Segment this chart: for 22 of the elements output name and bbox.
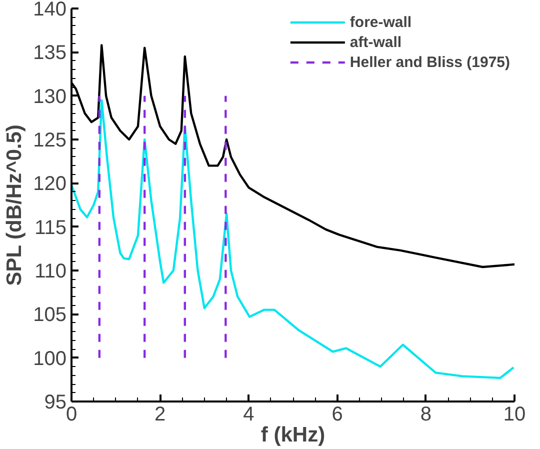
y-tick-label: 105 [33, 304, 67, 326]
legend-label: fore-wall [350, 14, 412, 30]
legend-label: aft-wall [350, 34, 402, 50]
y-tick-label: 100 [33, 348, 67, 370]
x-tick-label: 6 [332, 404, 343, 426]
legend-label: Heller and Bliss (1975) [350, 54, 510, 70]
x-axis-title: f (kHz) [260, 424, 326, 446]
y-tick-label: 135 [33, 42, 67, 64]
x-tick-label: 0 [66, 404, 78, 426]
x-tick-label: 4 [243, 404, 254, 426]
x-tick-label: 10 [503, 404, 526, 426]
y-tick-label: 110 [34, 260, 67, 282]
x-tick-label: 8 [420, 404, 432, 426]
y-tick-label: 140 [33, 0, 67, 20]
y-tick-label: 95 [44, 392, 67, 414]
x-tick-label: 2 [154, 404, 166, 426]
line-series [72, 99, 514, 380]
y-tick-label: 130 [33, 86, 67, 108]
y-tick-label: 115 [34, 216, 67, 239]
y-tick-label: 125 [33, 130, 67, 152]
y-axis-title: SPL (dB/Hz^0.5) [3, 124, 26, 286]
y-tick-label: 120 [33, 173, 67, 196]
